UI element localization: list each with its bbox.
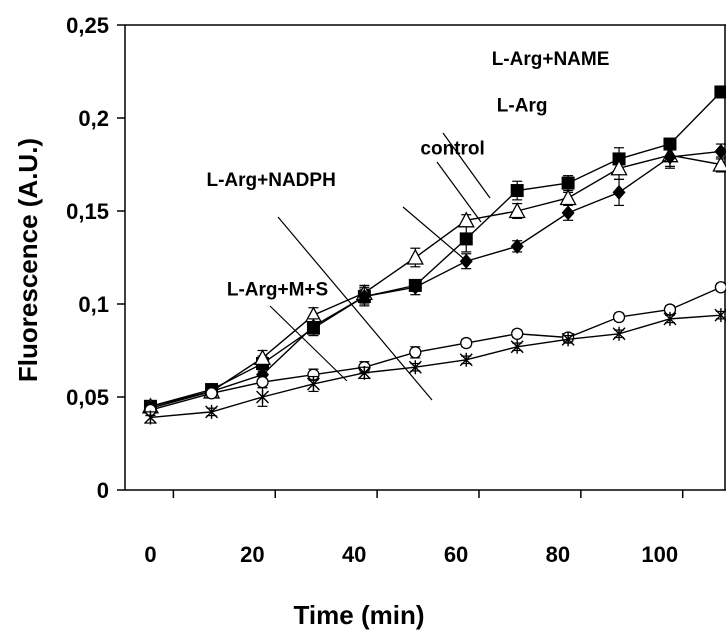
data-point	[357, 289, 371, 305]
series-line	[150, 150, 721, 409]
y-tick-label: 0,2	[78, 106, 109, 131]
series-l-arg-nadph	[144, 281, 726, 417]
annotation-leader-line	[277, 216, 433, 401]
data-point	[460, 336, 473, 350]
y-axis-title: Fluorescence (A.U.)	[13, 138, 43, 382]
data-point	[409, 346, 422, 359]
data-point	[714, 85, 726, 99]
x-axis-title: Time (min)	[294, 600, 425, 630]
data-point	[511, 327, 524, 340]
data-point	[561, 332, 575, 347]
data-point	[408, 360, 422, 375]
x-tick-label: 100	[641, 542, 678, 567]
data-point	[459, 232, 473, 246]
x-tick-label: 40	[342, 542, 366, 567]
y-axis: 0 0,05 0,1 0,15 0,2 0,25	[66, 13, 126, 503]
data-point	[408, 279, 422, 295]
annotation-layer: L-Arg+NAME L-Arg control L-Arg+NADPH L-Arg+M…	[206, 49, 610, 401]
y-tick-label: 0	[97, 478, 109, 503]
data-point	[508, 202, 526, 219]
annotation-label: L-Arg	[497, 95, 548, 116]
annotation-label: L-Arg+M+S	[227, 280, 328, 301]
x-tick-label: 80	[546, 542, 570, 567]
annotation-label: L-Arg+NADPH	[206, 170, 335, 191]
data-point	[406, 248, 424, 265]
annotation-l-arg-name: L-Arg+NAME	[492, 49, 610, 70]
annotation-leader-line	[436, 161, 482, 223]
data-point	[612, 326, 626, 341]
y-tick-label: 0,25	[66, 13, 109, 38]
data-point	[612, 184, 626, 200]
data-point	[457, 211, 475, 228]
annotation-control: control	[420, 138, 484, 159]
annotation-leader-line	[269, 305, 348, 382]
data-point	[510, 339, 524, 354]
plot-area	[125, 24, 726, 490]
annotation-l-arg-nadph: L-Arg+NADPH	[206, 170, 335, 191]
data-point	[559, 189, 577, 206]
data-point	[306, 318, 320, 334]
data-point	[663, 149, 677, 165]
series-line	[150, 314, 721, 419]
data-point	[561, 205, 575, 221]
x-tick-label: 20	[240, 542, 264, 567]
data-point	[712, 155, 726, 172]
x-tick-label: 60	[444, 542, 468, 567]
data-point	[663, 311, 677, 326]
data-point	[205, 404, 219, 419]
y-tick-label: 0,15	[66, 199, 109, 224]
y-tick-label: 0,05	[66, 385, 109, 410]
annotation-leader-line	[442, 132, 491, 199]
data-point	[510, 238, 524, 254]
data-point	[510, 184, 524, 198]
data-point	[205, 387, 218, 400]
series-line	[150, 91, 722, 407]
data-point	[143, 410, 157, 425]
data-point	[612, 310, 626, 324]
data-point	[256, 390, 270, 404]
y-tick-label: 0,1	[78, 292, 109, 317]
annotation-label: control	[420, 138, 484, 159]
data-point	[459, 352, 473, 367]
data-point	[610, 159, 628, 176]
annotation-leader-line	[402, 206, 471, 265]
data-point	[357, 365, 371, 380]
annotation-l-arg: L-Arg	[497, 95, 548, 116]
data-point	[714, 281, 726, 294]
data-point	[253, 349, 272, 366]
x-axis: 0 20 40 60 80 100	[125, 489, 726, 567]
annotation-label: L-Arg+NAME	[492, 49, 610, 70]
series-line	[150, 286, 722, 411]
data-point	[256, 375, 269, 389]
series-l-arg-m-s	[143, 308, 726, 425]
data-point	[561, 176, 575, 190]
series-layer	[141, 85, 726, 425]
data-point	[306, 376, 320, 391]
data-point	[714, 143, 726, 159]
x-tick-label: 0	[144, 542, 156, 567]
data-point	[714, 308, 726, 323]
annotation-l-arg-m-s: L-Arg+M+S	[227, 280, 328, 301]
